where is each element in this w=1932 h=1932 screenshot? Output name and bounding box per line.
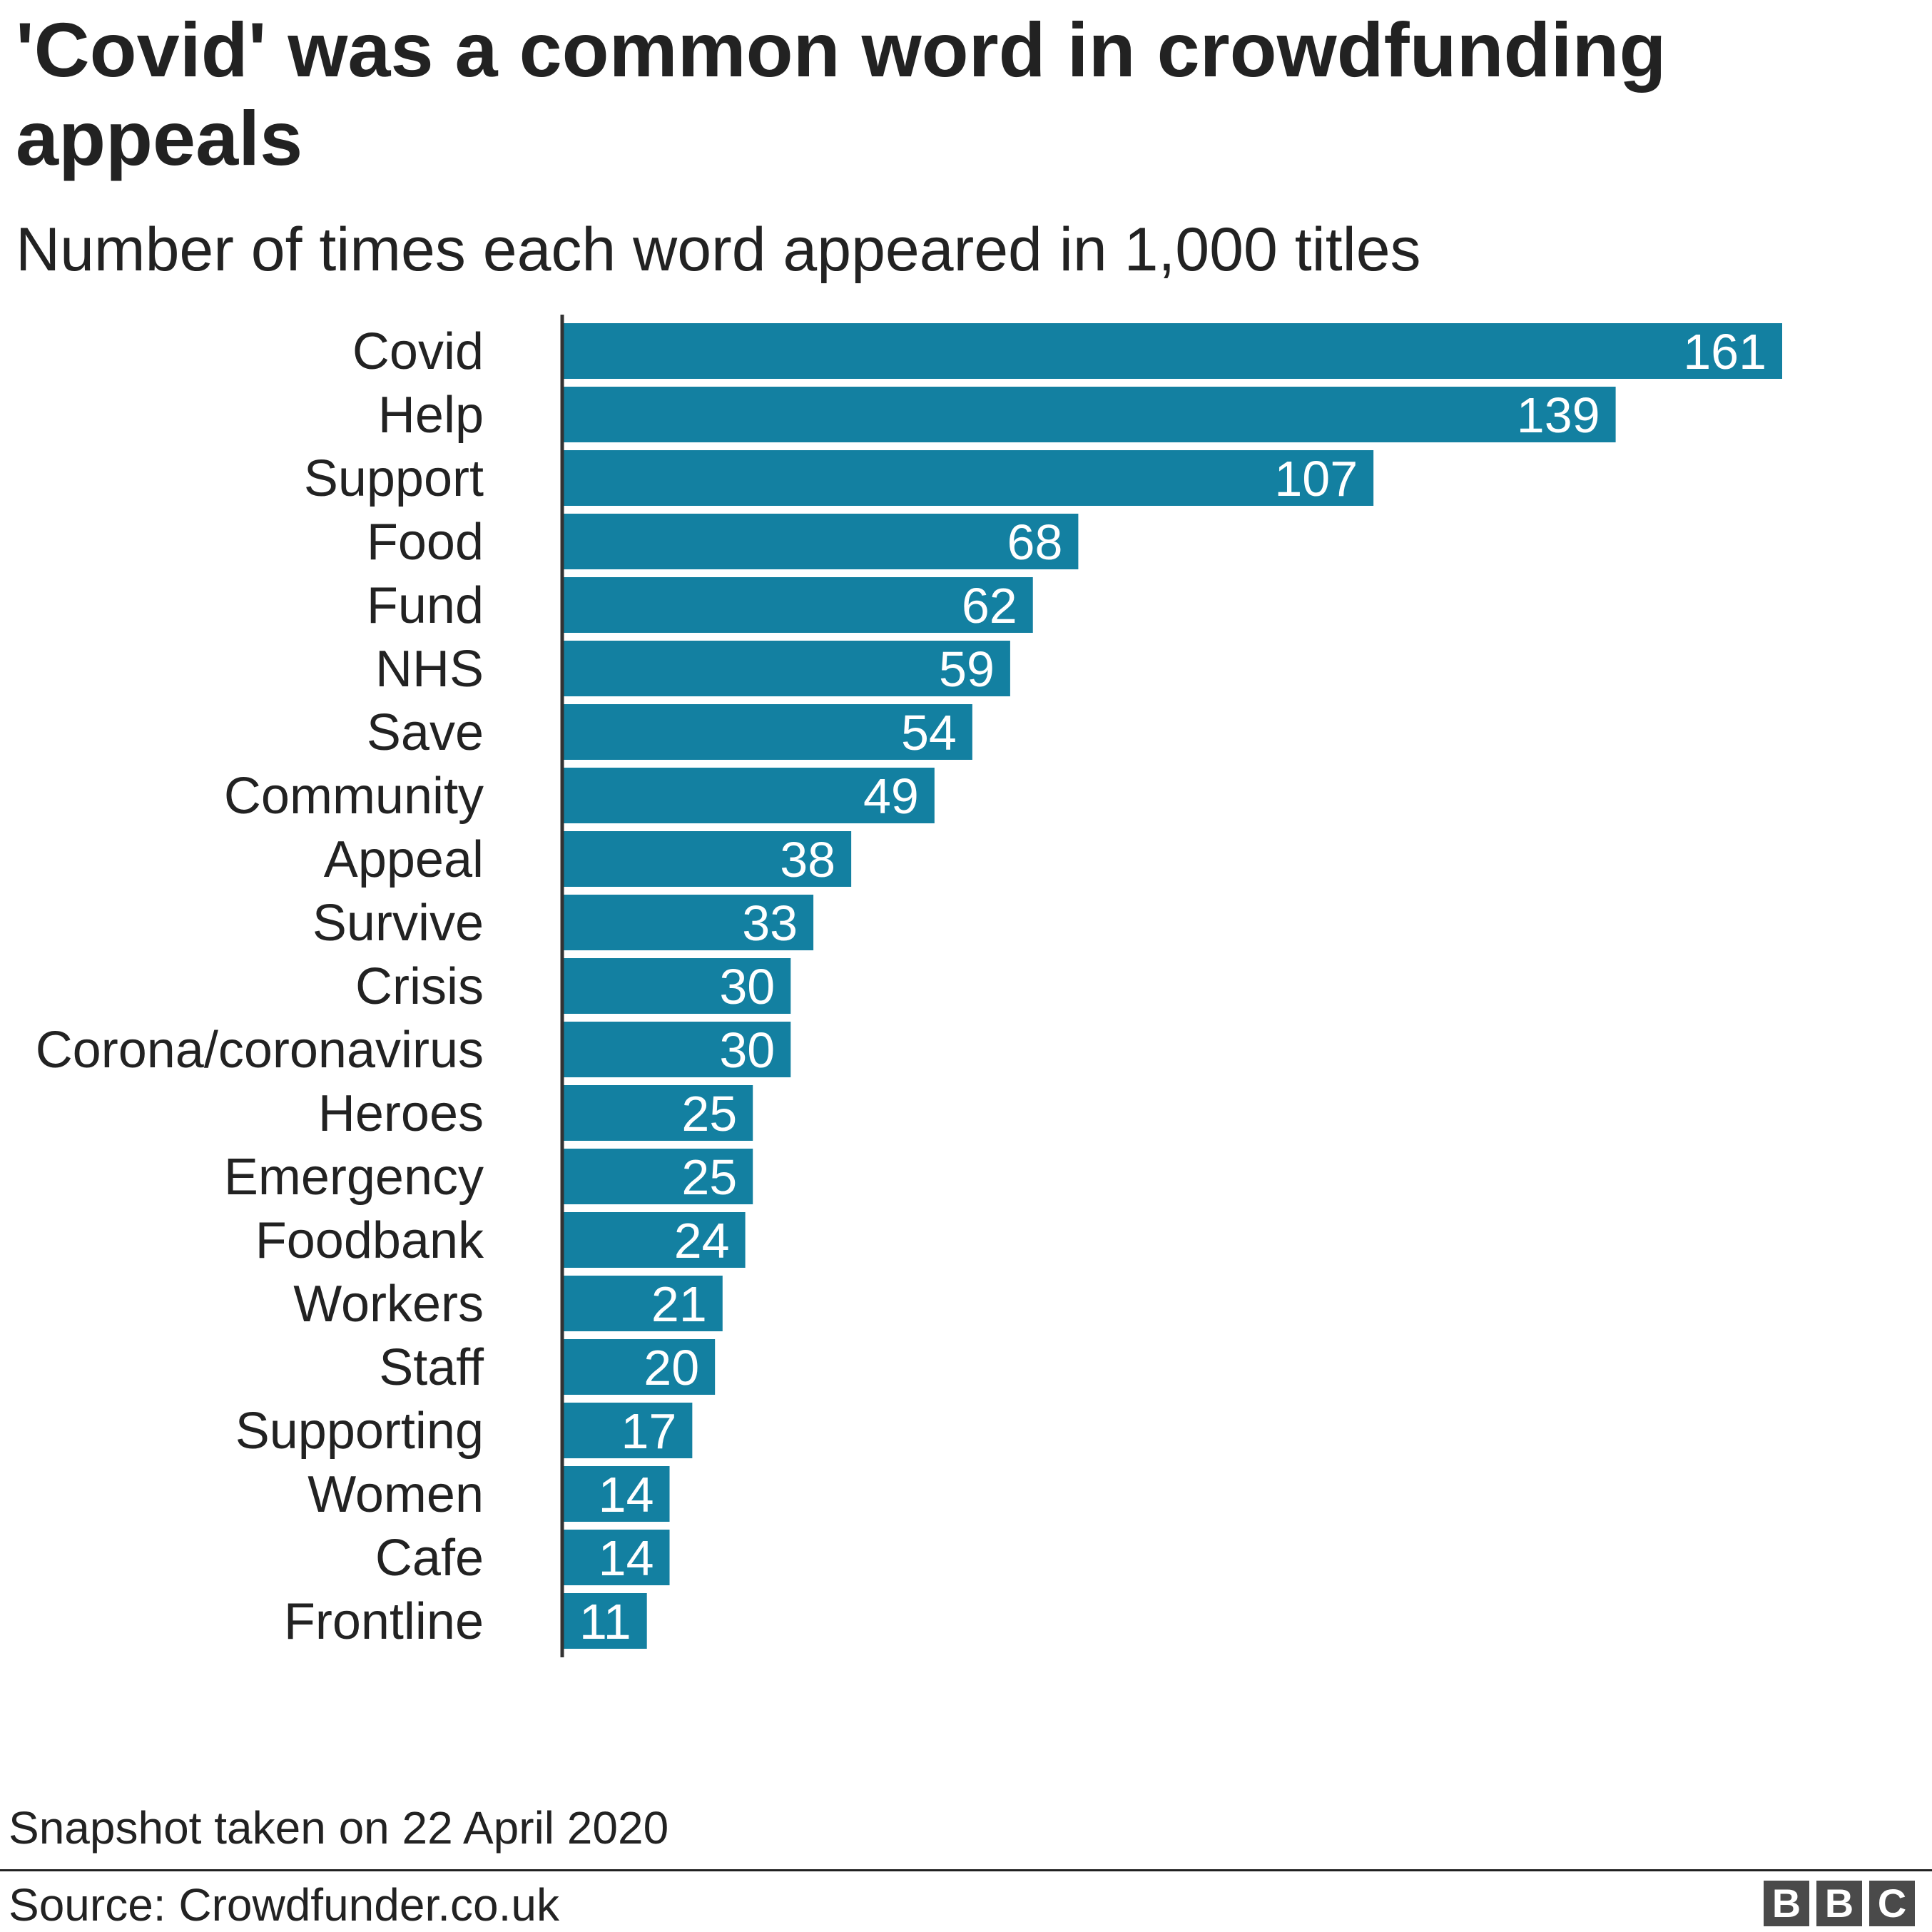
category-label: Corona/coronavirus <box>36 1022 484 1079</box>
chart-subtitle: Number of times each word appeared in 1,… <box>16 215 1421 284</box>
bar-fund <box>564 577 1033 633</box>
category-label: Support <box>304 450 484 507</box>
bar-staff <box>564 1339 716 1395</box>
category-label: Staff <box>379 1339 484 1396</box>
chart-title: 'Covid' was a common word in crowdfundin… <box>16 6 1667 181</box>
category-label: Help <box>378 387 484 444</box>
category-label: Frontline <box>284 1593 484 1650</box>
bar-foodbank <box>564 1212 746 1268</box>
category-label: Emergency <box>224 1149 484 1206</box>
logo-letter: B <box>1764 1881 1809 1926</box>
data-label: 24 <box>674 1213 730 1268</box>
category-label: Supporting <box>235 1403 484 1460</box>
bar-help <box>564 387 1616 442</box>
category-label: Appeal <box>324 831 484 888</box>
bar-frontline <box>564 1593 647 1649</box>
bar-women <box>564 1466 670 1522</box>
data-label: 11 <box>579 1594 631 1649</box>
data-label: 25 <box>681 1086 737 1142</box>
data-label: 30 <box>719 959 775 1015</box>
logo-letter: C <box>1869 1881 1915 1926</box>
category-label: Save <box>367 704 484 761</box>
category-label: Foodbank <box>255 1212 484 1269</box>
data-label: 161 <box>1683 324 1766 380</box>
data-label: 49 <box>863 768 919 824</box>
data-label: 59 <box>939 641 995 697</box>
data-label: 54 <box>901 705 957 761</box>
bar-survive <box>564 895 814 950</box>
bar-corona-coronavirus <box>564 1022 791 1077</box>
data-label: 139 <box>1517 387 1600 443</box>
bar-crisis <box>564 958 791 1014</box>
data-label: 14 <box>599 1530 654 1586</box>
bar-supporting <box>564 1403 693 1458</box>
bar-support <box>564 450 1374 506</box>
data-label: 107 <box>1274 451 1358 507</box>
category-label: Workers <box>293 1276 484 1333</box>
data-label: 68 <box>1007 514 1063 570</box>
bar-heroes <box>564 1085 753 1141</box>
bar-community <box>564 768 935 823</box>
bar-chart: Covid 161 Help 139 Support 107 Food 68 Fund 62 NHS… <box>36 315 1782 1657</box>
bar-workers <box>564 1276 723 1331</box>
category-label: Women <box>307 1466 484 1523</box>
data-label: 38 <box>780 832 835 888</box>
snapshot-note: Snapshot taken on 22 April 2020 <box>9 1802 669 1854</box>
data-label: 25 <box>681 1149 737 1205</box>
bar-nhs <box>564 641 1010 696</box>
bar-save <box>564 704 972 760</box>
category-label: Food <box>367 514 484 571</box>
bar-cafe <box>564 1530 670 1585</box>
data-label: 14 <box>599 1467 654 1522</box>
bbc-logo: B B C <box>1764 1881 1915 1926</box>
category-label: Community <box>224 768 484 825</box>
data-label: 21 <box>651 1276 707 1332</box>
logo-letter: B <box>1816 1881 1862 1926</box>
category-label: NHS <box>375 641 484 698</box>
category-label: Heroes <box>318 1085 484 1142</box>
bar-appeal <box>564 831 852 887</box>
category-label: Cafe <box>375 1530 484 1587</box>
footer-divider <box>0 1869 1932 1871</box>
category-label: Covid <box>352 323 484 380</box>
data-label: 17 <box>621 1403 676 1459</box>
source-text: Source: Crowdfunder.co.uk <box>9 1879 559 1931</box>
data-label: 20 <box>644 1340 699 1395</box>
category-label: Crisis <box>355 958 484 1015</box>
bar-food <box>564 514 1079 569</box>
data-label: 30 <box>719 1022 775 1078</box>
bar-covid <box>564 323 1782 379</box>
data-label: 33 <box>742 895 798 951</box>
data-label: 62 <box>962 578 1017 634</box>
category-label: Fund <box>367 577 484 634</box>
bar-emergency <box>564 1149 753 1204</box>
category-label: Survive <box>312 895 484 952</box>
